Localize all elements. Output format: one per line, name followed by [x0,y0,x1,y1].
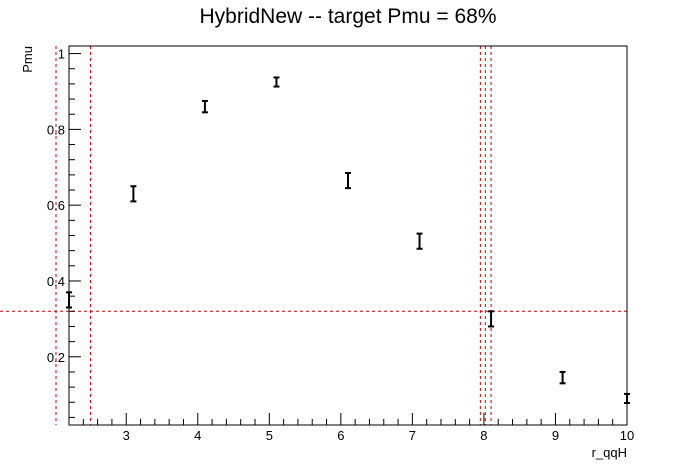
data-point [559,370,566,385]
data-point [273,76,280,88]
x-tick-label: 6 [337,428,344,443]
reference-lines [0,46,627,425]
data-point [416,232,423,250]
x-tick-label: 5 [266,428,273,443]
chart-title: HybridNew -- target Pmu = 68% [199,5,496,28]
x-tick-label: 7 [409,428,416,443]
data-point [66,291,72,309]
data-points [66,76,630,405]
data-point [130,185,137,203]
y-axis: 0.2 0.4 0.6 0.8 1 [47,47,81,418]
y-tick-label: 0.8 [47,122,65,137]
y-tick-label: 1 [58,47,65,62]
y-axis-title: Pmu [20,46,35,73]
x-tick-label: 10 [620,428,634,443]
x-axis-title: r_qqH [592,445,627,460]
data-point [624,392,630,405]
data-point [201,99,208,114]
x-tick-label: 3 [123,428,130,443]
y-tick-label: 0.4 [47,274,65,289]
y-tick-label: 0.2 [47,350,65,365]
x-tick-label: 8 [480,428,487,443]
x-axis: 3 4 5 6 7 8 9 10 [68,413,634,443]
y-tick-label: 0.6 [47,198,65,213]
x-tick-label: 4 [194,428,201,443]
data-point [488,310,495,328]
data-point [345,171,351,190]
x-tick-label: 9 [552,428,559,443]
